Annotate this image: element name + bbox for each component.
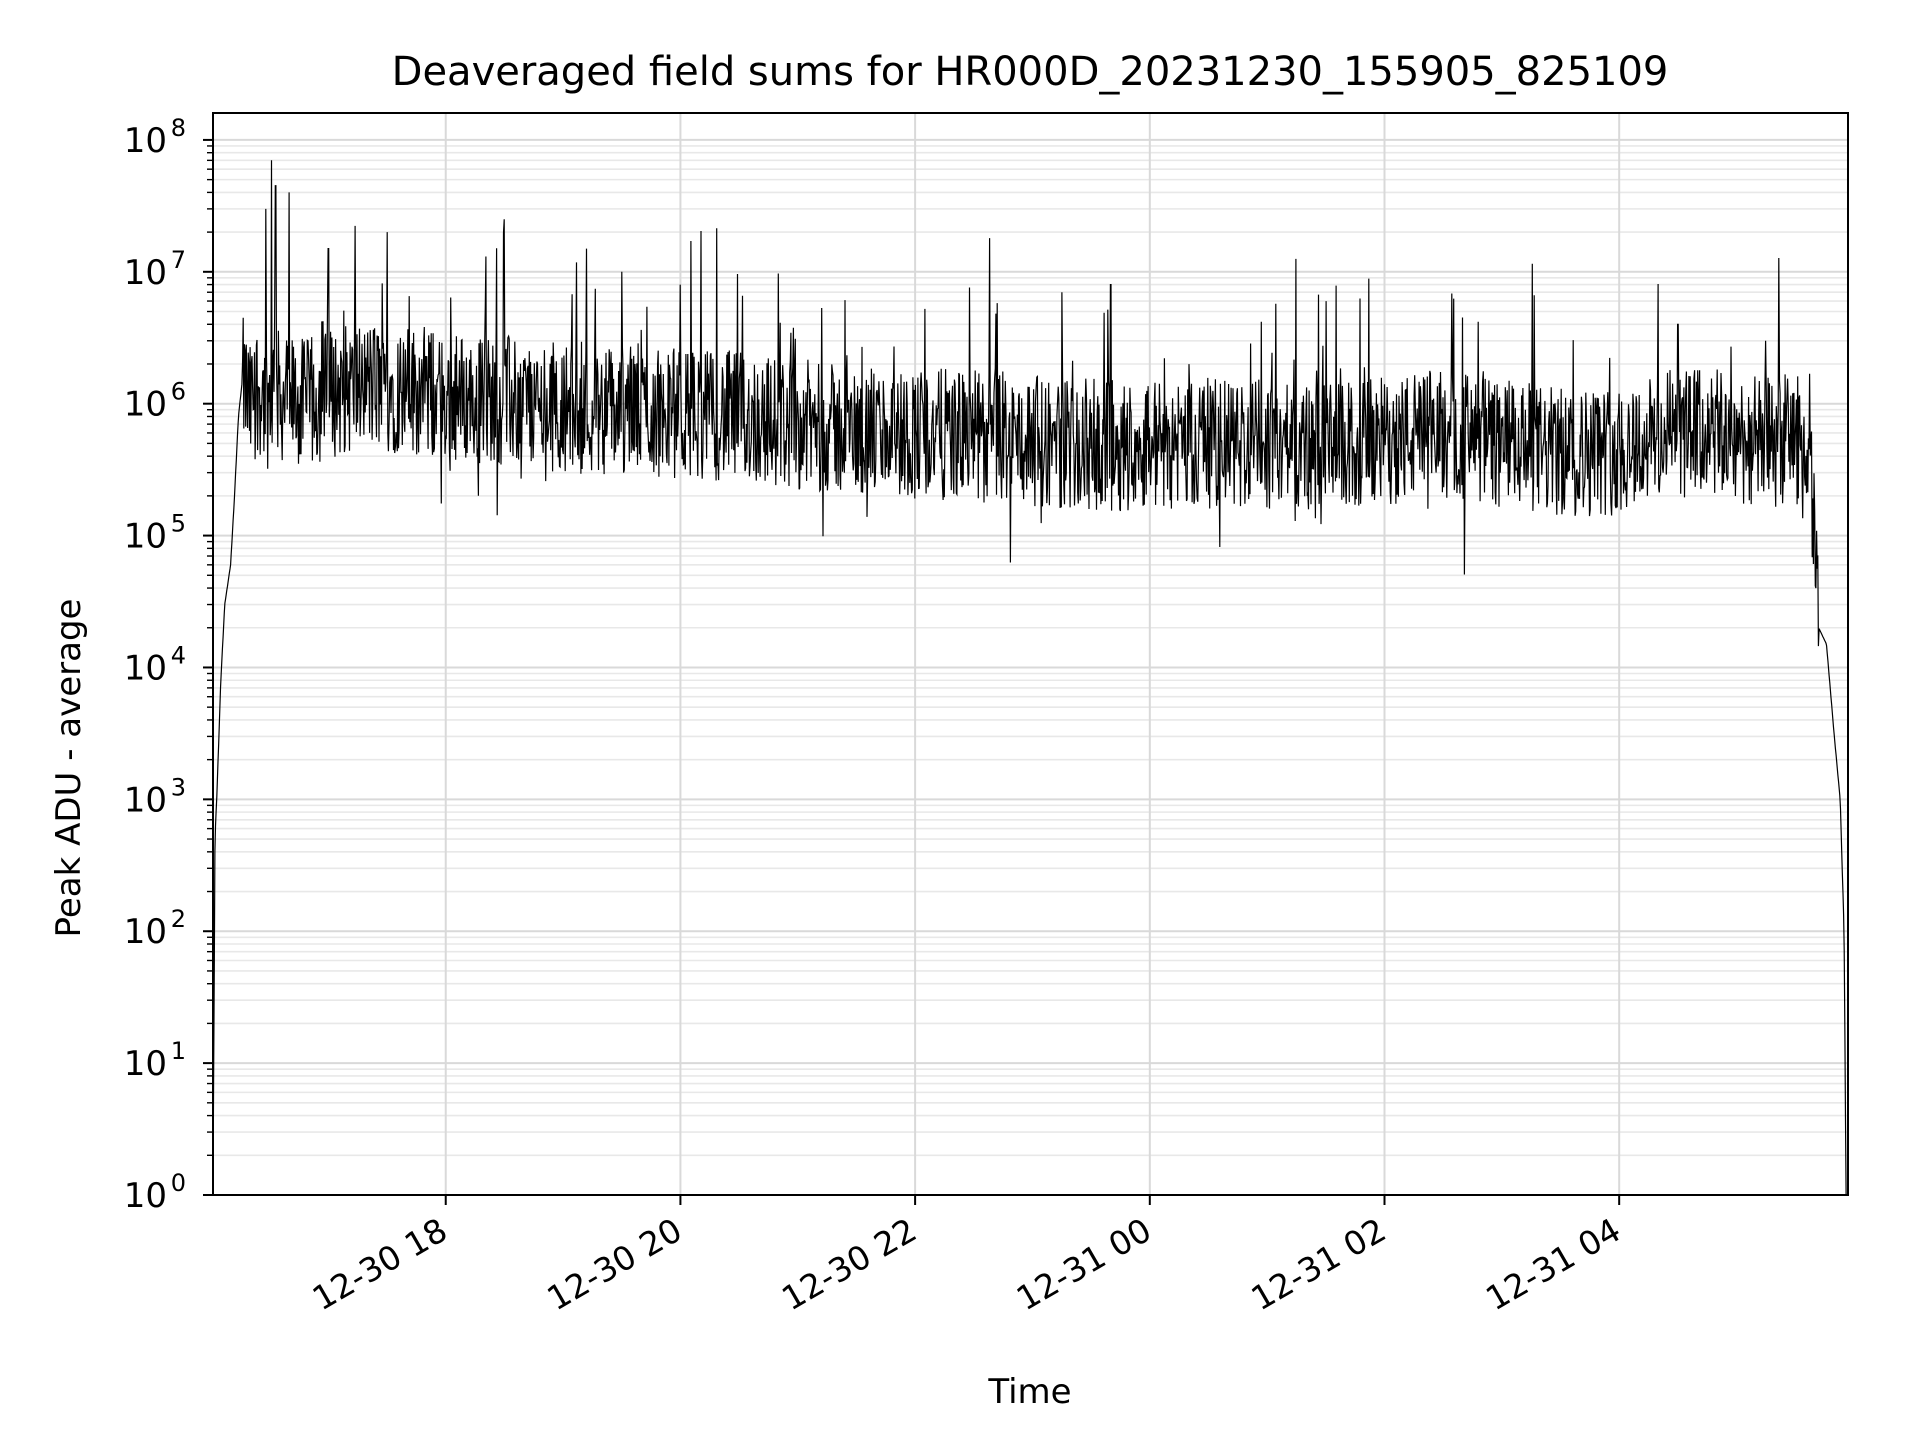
- series-line: [212, 160, 1848, 1196]
- x-axis-label: Time: [987, 1372, 1071, 1412]
- y-tick-exponent: 6: [171, 378, 186, 406]
- y-tick-label: 10: [124, 253, 167, 293]
- y-tick-label: 10: [124, 121, 167, 161]
- y-tick-exponent: 7: [171, 246, 186, 274]
- y-tick-exponent: 1: [171, 1037, 186, 1065]
- y-tick-label: 10: [124, 385, 167, 425]
- y-tick-label: 10: [124, 1044, 167, 1084]
- plot-frame: [212, 112, 1849, 1196]
- y-tick-exponent: 8: [171, 114, 186, 142]
- y-axis-label: Peak ADU - average: [49, 599, 89, 938]
- y-tick-exponent: 4: [171, 641, 186, 669]
- y-tick-exponent: 0: [171, 1169, 186, 1197]
- y-tick-exponent: 2: [171, 905, 186, 933]
- y-tick-label: 10: [124, 1176, 167, 1216]
- y-tick-label: 10: [124, 648, 167, 688]
- y-tick-exponent: 3: [171, 773, 186, 801]
- chart-title: Deaveraged field sums for HR000D_2023123…: [392, 49, 1669, 95]
- y-tick-label: 10: [124, 912, 167, 952]
- y-tick-label: 10: [124, 517, 167, 557]
- y-tick-exponent: 5: [171, 510, 186, 538]
- y-tick-label: 10: [124, 780, 167, 820]
